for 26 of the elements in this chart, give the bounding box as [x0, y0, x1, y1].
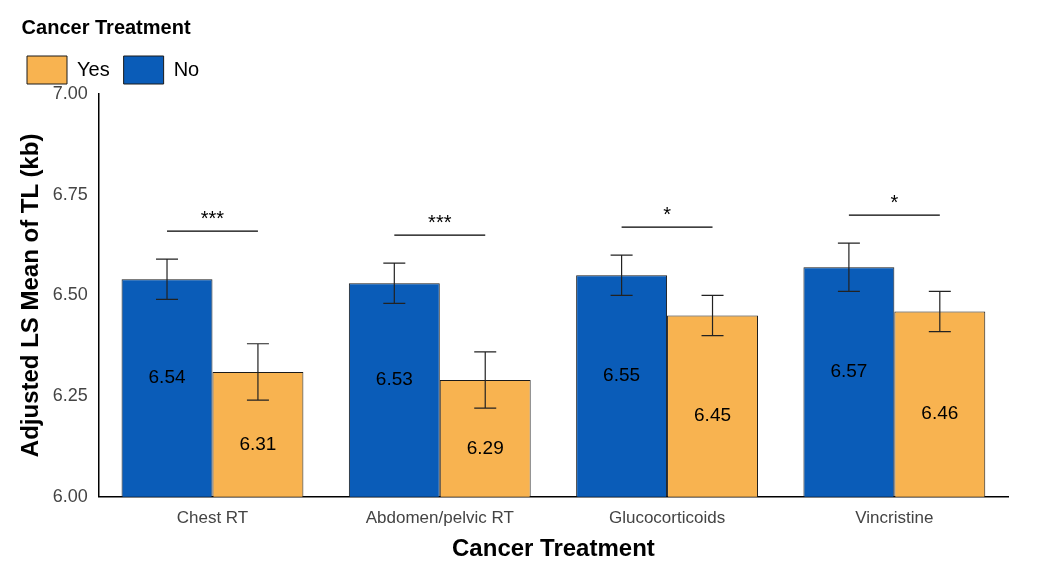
data-label: 6.54	[148, 366, 186, 388]
data-label: 6.29	[466, 436, 504, 458]
annotation: ***	[428, 210, 452, 233]
data-label: 6.45	[694, 404, 732, 426]
annotation: ***	[200, 206, 225, 229]
annotation: *	[890, 190, 899, 213]
legend-title: Cancer Treatment	[21, 15, 191, 38]
x-tick-label: Abdomen/pelvic RT	[365, 507, 514, 527]
data-label: 6.53	[375, 368, 413, 390]
x-tick-label: Chest RT	[176, 507, 249, 527]
data-label: 6.55	[603, 364, 641, 386]
data-label: 6.57	[830, 360, 868, 382]
annotation: *	[663, 202, 672, 225]
legend-label: Yes	[77, 57, 110, 80]
data-label: 6.31	[239, 432, 277, 454]
y-axis-title: Adjusted LS Mean of TL (kb)	[16, 133, 44, 458]
y-tick-label: 7.00	[52, 82, 88, 103]
y-tick-label: 6.75	[52, 183, 88, 204]
y-tick-label: 6.50	[52, 284, 88, 305]
x-tick-label: Glucocorticoids	[608, 507, 726, 527]
data-label: 6.46	[921, 402, 959, 424]
y-tick-label: 6.25	[52, 385, 88, 406]
y-tick-label: 6.00	[52, 485, 88, 506]
x-tick-label: Vincristine	[855, 507, 934, 527]
legend-label: No	[173, 57, 200, 80]
x-axis-title: Cancer Treatment	[452, 534, 655, 562]
